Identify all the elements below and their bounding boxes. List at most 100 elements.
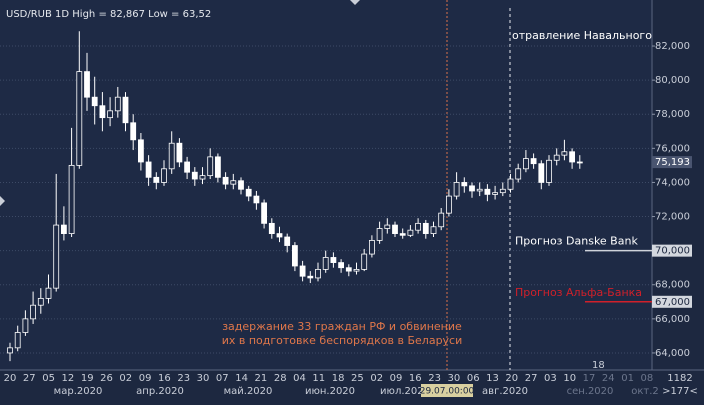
candle-body <box>546 159 552 183</box>
price-tag <box>652 295 692 308</box>
x-tick-label: 20 <box>4 373 17 384</box>
x-tick-label: 11 <box>312 373 325 384</box>
candle-body <box>176 142 183 163</box>
y-tick-label: 80,000 <box>655 75 690 86</box>
y-tick-label: 68,000 <box>655 280 690 291</box>
candle-body <box>453 182 460 197</box>
x-month-label: сен.2020 <box>567 386 614 397</box>
candle-body <box>422 222 429 234</box>
candle-body <box>330 257 337 263</box>
scroll-marker <box>350 0 360 5</box>
candle-body <box>345 267 352 272</box>
x-month-label: май.2020 <box>224 386 273 397</box>
x-tick-label: 02 <box>370 373 383 384</box>
x-tick-label: 01 <box>621 373 634 384</box>
footer-label: 1182 <box>667 373 692 384</box>
x-tick-label: 10 <box>563 373 576 384</box>
price-tag <box>652 244 692 257</box>
candle-body <box>322 257 329 270</box>
candle-body <box>291 245 298 267</box>
candle-body <box>368 240 375 255</box>
x-tick-label: 14 <box>235 373 248 384</box>
candle-body <box>484 188 491 195</box>
candle-body <box>161 168 167 183</box>
candle-body <box>461 182 468 187</box>
candle-body <box>7 347 13 354</box>
candle-body <box>299 265 306 277</box>
candle-body <box>107 110 113 119</box>
candle-body <box>392 224 398 234</box>
candle-body <box>315 269 321 279</box>
candle-body <box>22 318 29 333</box>
candle-body <box>523 158 529 170</box>
candle-body <box>84 71 90 98</box>
x-tick-label: 20 <box>505 373 518 384</box>
candle-body <box>245 188 252 197</box>
level-name: Прогноз Danske Bank <box>515 235 638 248</box>
candle-body <box>168 142 175 170</box>
candle-body <box>253 195 260 204</box>
candle-body <box>438 212 445 228</box>
candle-body <box>561 151 568 156</box>
candle-body <box>99 105 106 119</box>
candle-body <box>307 275 314 279</box>
x-tick-label: 24 <box>602 373 615 384</box>
candle-body <box>91 96 98 107</box>
y-tick-label: 78,000 <box>655 109 690 120</box>
candle-body <box>492 192 499 195</box>
current-price-label: 75,193 <box>655 157 690 168</box>
y-tick-label: 72,000 <box>655 212 690 223</box>
x-tick-label: 09 <box>139 373 152 384</box>
plot-area <box>0 0 652 370</box>
x-month-label: июл.2020 <box>380 386 430 397</box>
x-tick-label: 23 <box>428 373 441 384</box>
candle-body <box>122 96 129 124</box>
candle-body <box>338 262 345 269</box>
candle-body <box>61 224 67 234</box>
candle-body <box>76 71 83 166</box>
x-tick-label: 30 <box>197 373 210 384</box>
scroll-marker <box>0 196 5 206</box>
candle-body <box>45 287 52 299</box>
x-tick-label: 21 <box>255 373 268 384</box>
x-tick-label: 16 <box>409 373 422 384</box>
x-tick-label: 25 <box>351 373 364 384</box>
x-tick-label: 28 <box>274 373 287 384</box>
candle-body <box>191 171 198 180</box>
candle-body <box>384 224 391 229</box>
candle-body <box>276 233 283 238</box>
x-month-label: авг.2020 <box>482 386 528 397</box>
x-month-label: июн.2020 <box>305 386 355 397</box>
marker-label: 18 <box>592 360 605 371</box>
price-tag-label: 67,000 <box>655 297 690 308</box>
candle-body <box>415 222 422 231</box>
candle-body <box>68 164 75 234</box>
candle-body <box>499 188 506 194</box>
x-tick-label: 06 <box>467 373 480 384</box>
candle-body <box>230 180 237 185</box>
annotation: их в подготовке беспорядков в Беларуси <box>222 334 463 347</box>
x-tick-label: 27 <box>525 373 538 384</box>
candle-body <box>376 228 383 241</box>
candle-body <box>284 236 291 246</box>
candle-body <box>145 161 152 178</box>
x-month-label: мар.2020 <box>54 386 103 397</box>
candle-body <box>30 304 37 320</box>
candle-body <box>214 156 221 178</box>
x-month-label: окт.2 <box>631 386 659 397</box>
candle-body <box>137 139 144 163</box>
x-tick-label: 19 <box>81 373 94 384</box>
candle-body <box>530 158 537 165</box>
candle-body <box>199 175 206 180</box>
price-tag-label: 70,000 <box>655 246 690 257</box>
level-name: Прогноз Альфа-Банка <box>515 286 642 299</box>
annotation: задержание 33 граждан РФ и обвинение <box>222 320 462 333</box>
x-month-label: апр.2020 <box>136 386 184 397</box>
candle-body <box>261 202 268 224</box>
candle-body <box>569 151 575 163</box>
x-tick-label: 03 <box>544 373 557 384</box>
candle-body <box>399 233 406 236</box>
x-tick-label: 09 <box>390 373 403 384</box>
candle-body <box>222 176 229 185</box>
